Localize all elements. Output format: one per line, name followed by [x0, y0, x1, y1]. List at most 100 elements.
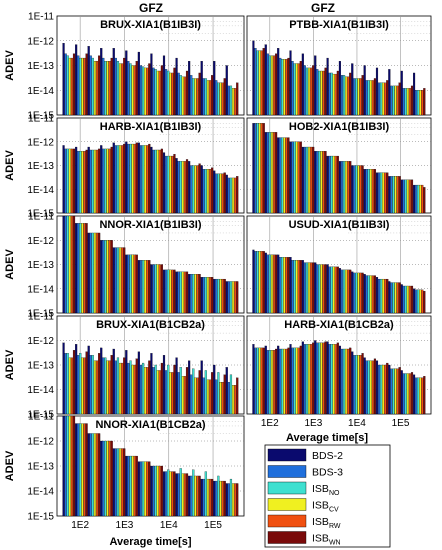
bar [260, 123, 263, 214]
bar [219, 480, 222, 517]
bar [77, 223, 80, 314]
bar [303, 262, 306, 314]
bar [135, 142, 138, 214]
legend-label-subscript: WN [329, 540, 341, 547]
bar [234, 177, 237, 214]
bar [410, 372, 414, 415]
bar [380, 82, 383, 116]
bar [355, 165, 358, 214]
bar [324, 264, 327, 314]
bar [410, 179, 414, 214]
bar [62, 215, 65, 314]
bar [83, 357, 86, 415]
bar [158, 465, 161, 517]
bar [198, 163, 201, 214]
bar [258, 123, 261, 214]
bar [181, 161, 184, 214]
bar [307, 146, 311, 214]
bar [192, 165, 195, 214]
bar [125, 350, 128, 415]
bar [285, 348, 288, 415]
x-tick-label: 1E5 [392, 418, 410, 429]
bar [127, 61, 130, 116]
bar [167, 269, 170, 314]
bar [223, 172, 226, 214]
bar [162, 55, 166, 116]
bar [162, 355, 166, 415]
bar [398, 367, 401, 415]
bar [355, 272, 358, 314]
bar [91, 433, 94, 517]
bar [410, 285, 414, 314]
y-axis-label: ADEV [4, 50, 16, 81]
bar [221, 173, 224, 214]
bar [131, 65, 134, 116]
panels: BRUX-XIA1(B1IB3I) 1E-11 1E-12 1E-13 1E-14 1E-… [4, 12, 432, 548]
bar [102, 148, 105, 214]
bar [179, 75, 182, 116]
bar [85, 423, 88, 517]
bar [291, 347, 294, 415]
bar [135, 61, 138, 116]
bar [204, 169, 207, 214]
bar [340, 348, 344, 415]
bar [213, 364, 216, 415]
bar [318, 70, 321, 116]
bar [299, 141, 302, 214]
bar [112, 142, 115, 214]
bar [272, 55, 276, 116]
bar [179, 161, 182, 214]
bar [98, 433, 101, 517]
bar [177, 72, 180, 116]
bar [225, 367, 228, 415]
bar [192, 368, 195, 415]
bar [156, 370, 159, 415]
bar [318, 151, 321, 214]
bar [202, 377, 205, 415]
bar [156, 264, 159, 314]
y-tick-label: 1E-13 [27, 61, 54, 72]
bar [295, 347, 298, 415]
bar [347, 348, 350, 415]
bar [114, 145, 117, 214]
bar [177, 473, 180, 517]
y-axis-label: ADEV [4, 349, 16, 380]
bar [408, 373, 411, 415]
bar [171, 372, 174, 415]
bar [297, 63, 300, 116]
bar [160, 465, 163, 517]
bar [208, 277, 212, 314]
bar [338, 268, 341, 314]
bar [206, 80, 210, 116]
bar [316, 264, 319, 314]
bar [404, 88, 407, 116]
bar [254, 347, 257, 415]
bar [188, 274, 191, 314]
bar [310, 344, 313, 415]
bar [388, 176, 391, 214]
bar [110, 355, 113, 415]
y-axis-label: ADEV [4, 249, 16, 280]
bar [390, 176, 393, 214]
bar [223, 480, 226, 517]
bar [183, 376, 186, 415]
bar [142, 66, 145, 116]
bar [408, 285, 411, 314]
bar [314, 262, 317, 314]
bar [68, 357, 71, 415]
bar [334, 266, 337, 314]
bar [394, 282, 397, 314]
bar [390, 282, 393, 314]
bar [281, 137, 284, 214]
bar [87, 146, 90, 214]
bar [175, 158, 178, 214]
bar [382, 278, 385, 314]
bar [144, 260, 147, 314]
bar [417, 289, 420, 314]
bar [70, 215, 73, 314]
bar [231, 88, 235, 116]
panel-7: BRUX-XIA1(B1CB2a) 1E-11 1E-12 1E-13 1E-14 1E-… [4, 312, 245, 421]
bar [77, 151, 80, 214]
bar [142, 362, 145, 415]
bar [183, 473, 186, 517]
